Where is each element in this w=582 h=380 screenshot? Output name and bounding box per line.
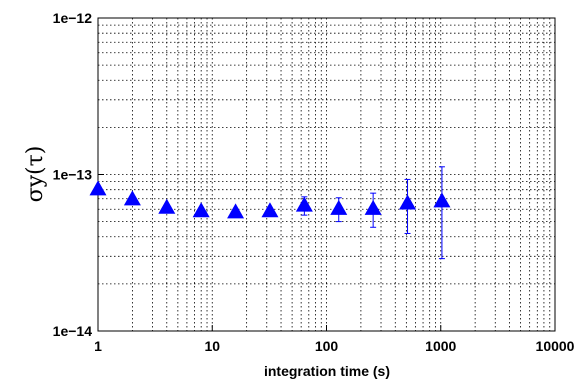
data-point-marker bbox=[227, 203, 245, 219]
x-tick-label: 10 bbox=[204, 338, 220, 354]
y-tick-label: 1e−13 bbox=[53, 167, 93, 183]
x-tick-label: 1000 bbox=[425, 338, 456, 354]
data-point-marker bbox=[123, 190, 141, 206]
x-tick-label: 100 bbox=[315, 338, 339, 354]
data-point-marker bbox=[330, 199, 348, 215]
y-axis-label: σy(τ) bbox=[23, 146, 48, 203]
grid bbox=[98, 18, 555, 331]
x-tick-labels: 1 10 100 1000 10000 bbox=[94, 325, 575, 354]
y-tick-labels: 1e−14 1e−13 1e−12 bbox=[53, 10, 104, 339]
data-point-marker bbox=[364, 199, 382, 215]
data-point-marker bbox=[158, 198, 176, 214]
data-point-marker bbox=[192, 202, 210, 218]
x-axis-label: integration time (s) bbox=[264, 363, 390, 379]
data-point-marker bbox=[399, 194, 417, 210]
y-tick-label: 1e−14 bbox=[53, 323, 93, 339]
data-point-marker bbox=[89, 180, 107, 196]
x-tick-label: 10000 bbox=[536, 338, 575, 354]
data-point-marker bbox=[261, 202, 279, 218]
data-point-marker bbox=[295, 196, 313, 212]
x-tick-label: 1 bbox=[94, 338, 102, 354]
data-point-marker bbox=[433, 192, 451, 208]
data-markers bbox=[89, 180, 451, 219]
y-tick-label: 1e−12 bbox=[53, 10, 93, 26]
